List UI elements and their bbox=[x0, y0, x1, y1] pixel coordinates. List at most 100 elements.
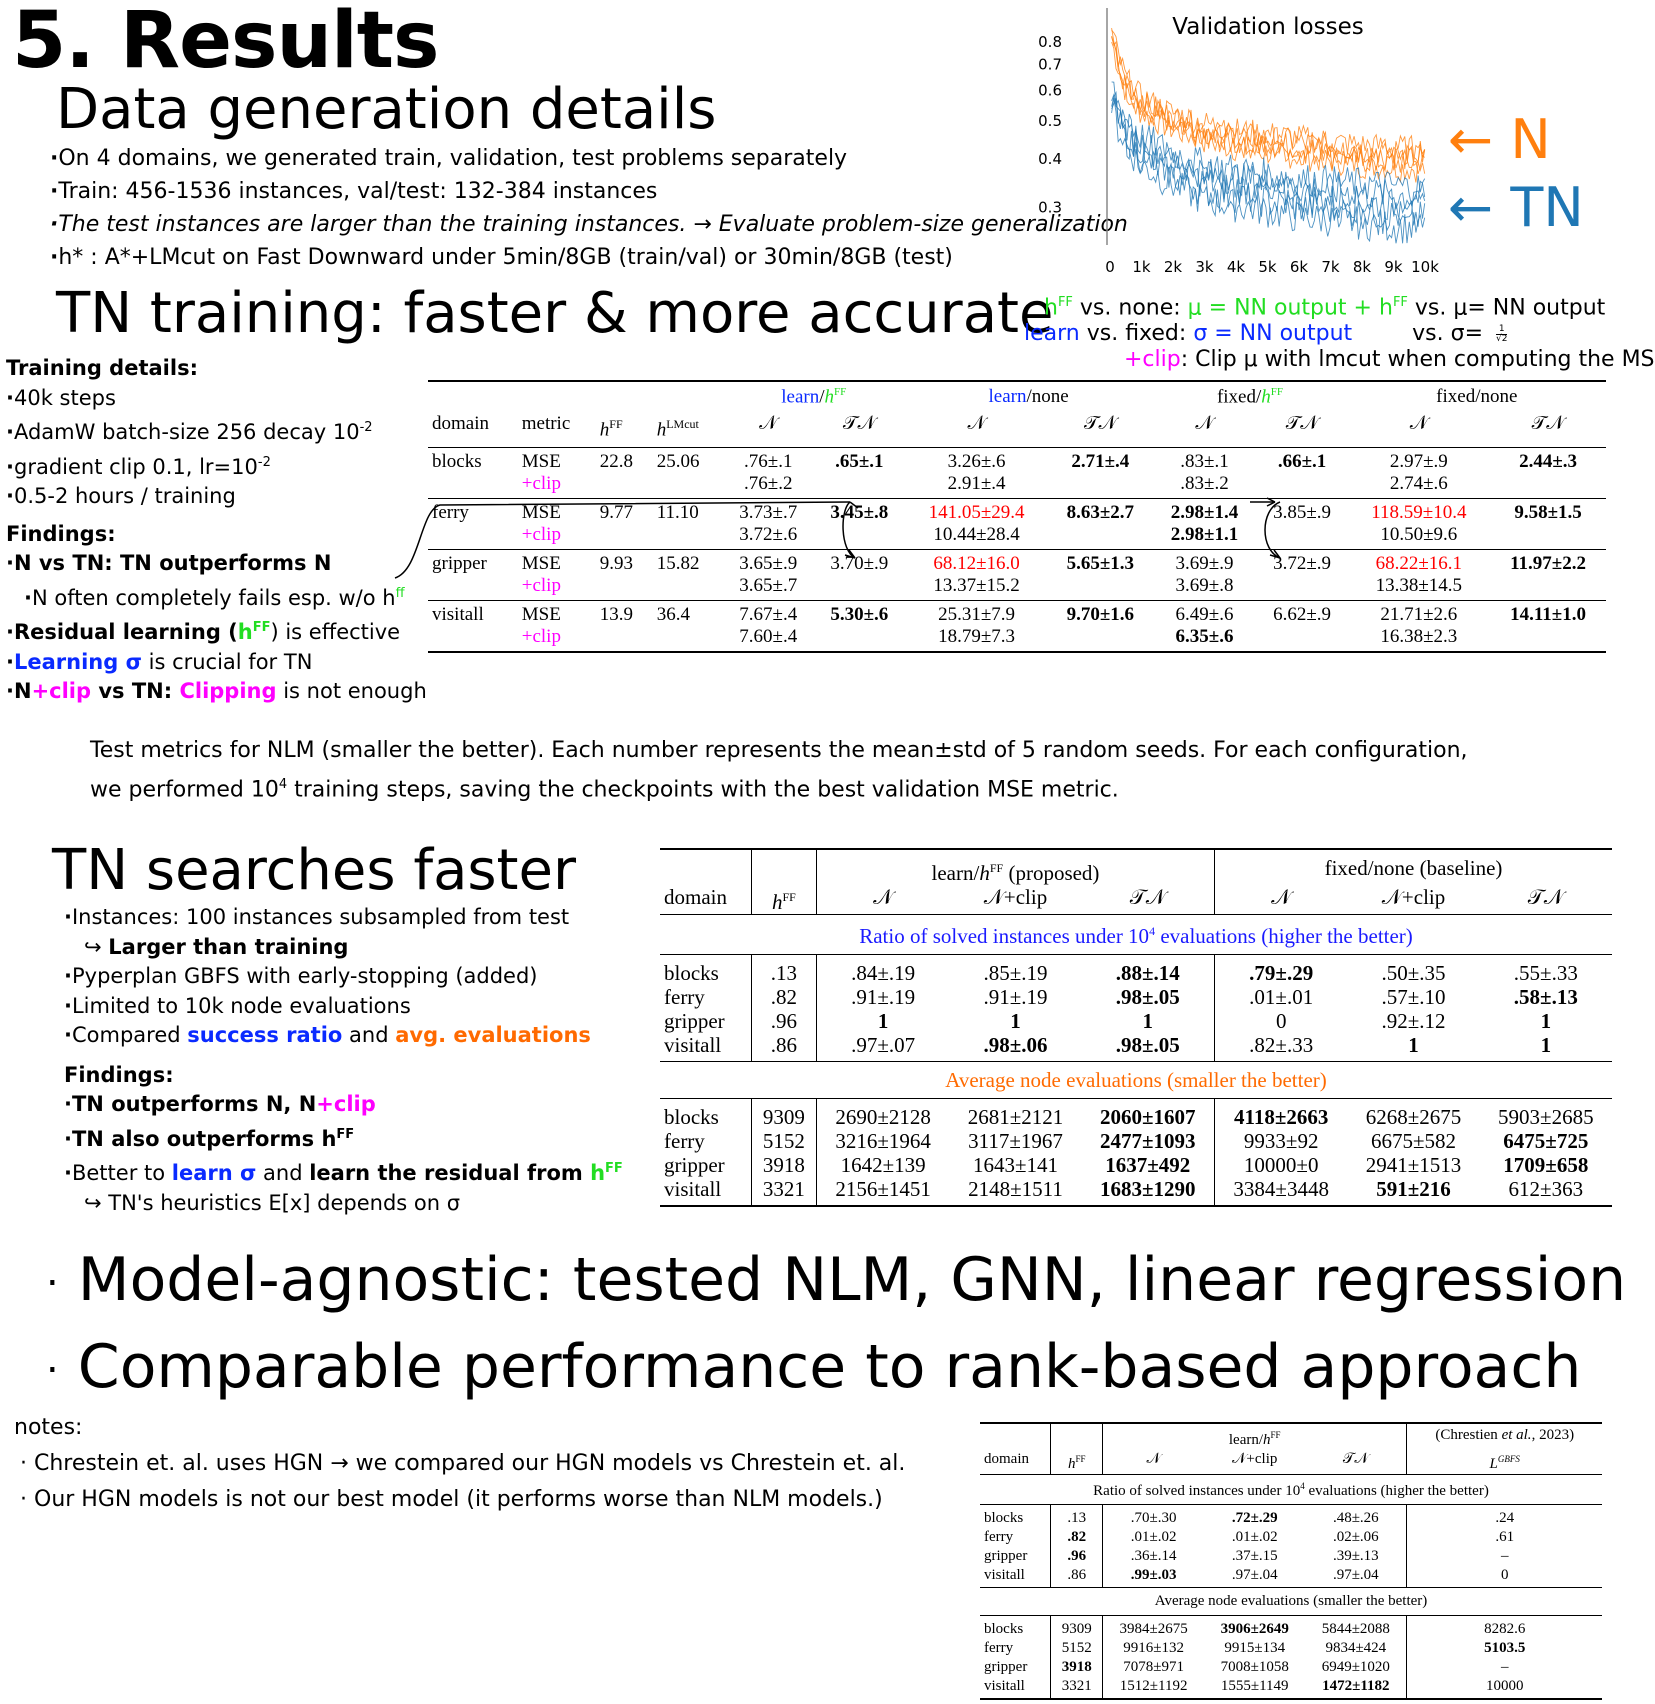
table-row: visitall .86 .99±.03 .97±.04 .97±.04 0 bbox=[980, 1566, 1602, 1588]
table-cell: ferry bbox=[660, 985, 752, 1009]
table-cell: 6.62±.9 bbox=[1273, 603, 1332, 625]
table-header-cols: domain metric hFF hLMcut 𝒩 𝒯𝒩 𝒩 𝒯𝒩 𝒩 𝒯𝒩 … bbox=[428, 408, 1606, 447]
table-cell: 3117±1967 bbox=[968, 1129, 1063, 1153]
note-text: μ = NN output + h bbox=[1187, 295, 1393, 321]
table-cell: visitall bbox=[432, 603, 484, 625]
table-cell: visitall bbox=[660, 1033, 752, 1062]
col-header: metric bbox=[521, 413, 571, 435]
table-cell: 9916±132 bbox=[1123, 1640, 1184, 1656]
list-item: gradient clip 0.1, lr=10-2 bbox=[6, 448, 427, 483]
note-text: vs. fixed: bbox=[1079, 321, 1194, 347]
training-details: Training details: 40k steps AdamW batch-… bbox=[6, 354, 427, 707]
table-row: ferry MSE +clip 9.77 11.10 3.73±.7 3.72±.6 3.45… bbox=[428, 498, 1606, 549]
list-subitem: ↪ Larger than training bbox=[84, 934, 349, 959]
table-cell: .82±.33 bbox=[1249, 1033, 1314, 1057]
note-text: : Clip μ with lmcut when computing the M… bbox=[1180, 347, 1655, 373]
table-row: visitall 3321 2156±1451 2148±1511 1683±1290 3… bbox=[660, 1177, 1612, 1206]
table-cell: 36.4 bbox=[656, 603, 690, 625]
table-cell: 5903±2685 bbox=[1498, 1105, 1594, 1129]
group-fixed-none: fixed/none bbox=[1436, 386, 1518, 407]
table-cell: .24 bbox=[1495, 1510, 1515, 1526]
table-cell: 3384±3448 bbox=[1233, 1177, 1329, 1201]
table-cell: 1 bbox=[1010, 1009, 1021, 1033]
table-cell: 1637±492 bbox=[1081, 1153, 1215, 1177]
table-cell: 9.58±1.5 bbox=[1514, 501, 1582, 523]
y-tick-label: 0.7 bbox=[1038, 55, 1062, 73]
table-cell: 0 bbox=[1500, 1567, 1509, 1583]
table-cell: 3216±1964 bbox=[835, 1129, 931, 1153]
col-header: 𝒩 bbox=[967, 413, 986, 435]
table-cell: 2.44±.3 bbox=[1519, 450, 1578, 472]
note-text: vs. μ= NN output bbox=[1407, 295, 1606, 321]
page-title: 5. Results bbox=[12, 0, 439, 86]
table-row: blocks .13 .70±.30 .72±.29 .48±.26 .24 bbox=[980, 1504, 1602, 1528]
section-header: Average node evaluations (smaller the be… bbox=[980, 1587, 1602, 1616]
table-cell: 8282.6 bbox=[1484, 1621, 1526, 1637]
table-cell: 4118±2663 bbox=[1234, 1105, 1329, 1129]
table-cell: 2681±2121 bbox=[967, 1105, 1064, 1129]
table-cell: .82 bbox=[751, 985, 817, 1009]
table-cell: 1512±1192 bbox=[1119, 1678, 1188, 1694]
list-item: · Chrestein et. al. uses HGN → we compar… bbox=[20, 1451, 906, 1476]
table-cell: .01±.02 bbox=[1130, 1529, 1177, 1545]
hff-sup: FF bbox=[1057, 295, 1073, 310]
table-cell: 7.67±.4 7.60±.4 bbox=[739, 603, 798, 647]
table-row: ferry .82 .91±.19 .91±.19 .98±.05 .01±.01 .57±… bbox=[660, 985, 1612, 1009]
notes-label: notes: bbox=[14, 1415, 83, 1440]
table-cell: ferry bbox=[980, 1528, 1052, 1547]
finding-subitem: ↪ TN's heuristics E[x] depends on σ bbox=[84, 1190, 461, 1215]
results-table-3: learn/hFF (Chrestien et al., 2023) domai… bbox=[980, 1422, 1602, 1700]
section-header: Ratio of solved instances under 104 eval… bbox=[980, 1474, 1602, 1505]
table-cell: 13.9 bbox=[599, 603, 634, 625]
table-cell: ferry bbox=[660, 1129, 752, 1153]
list-item: Limited to 10k node evaluations bbox=[64, 992, 623, 1022]
table-cell: 6268±2675 bbox=[1365, 1105, 1462, 1129]
table-cell: blocks bbox=[660, 954, 752, 985]
finding-item: N+clip vs TN: Clipping is not enough bbox=[6, 677, 427, 707]
list-item: The test instances are larger than the t… bbox=[50, 208, 1128, 241]
table-row: blocks 9309 2690±2128 2681±2121 2060±1607 411… bbox=[660, 1098, 1612, 1129]
y-tick-label: 0.4 bbox=[1038, 150, 1062, 168]
table-cell: 25.31±7.9 18.79±7.3 bbox=[938, 603, 1015, 647]
table-cell: 3.73±.7 3.72±.6 bbox=[739, 501, 798, 545]
table-cell: 6.49±.6 6.35±.6 bbox=[1175, 603, 1234, 647]
table-cell: .37±.15 bbox=[1231, 1548, 1278, 1564]
table-cell: – bbox=[1500, 1659, 1509, 1675]
fraction: 1 √2 bbox=[1496, 323, 1508, 344]
table-cell: 3.72±.9 bbox=[1273, 552, 1332, 574]
table-cell: 5.65±1.3 bbox=[1066, 552, 1135, 574]
table-cell: gripper bbox=[660, 1009, 752, 1033]
notes: notes: · Chrestein et. al. uses HGN → we… bbox=[14, 1410, 905, 1518]
table-cell: .97±.04 bbox=[1305, 1566, 1408, 1588]
table-cell: 11.10 bbox=[656, 501, 699, 523]
note-line-3: +clip: Clip μ with lmcut when computing … bbox=[1024, 347, 1655, 373]
validation-loss-chart: Validation losses 0.3 0.4 0.5 0.6 0.7 0.8 0 1k 2k… bbox=[1038, 8, 1439, 276]
table-cell: 9834±424 bbox=[1305, 1639, 1408, 1658]
table-cell: 10000 bbox=[1485, 1678, 1524, 1694]
table-cell: 2690±2128 bbox=[835, 1105, 931, 1129]
table-cell: 3.69±.9 3.69±.8 bbox=[1175, 552, 1234, 596]
note-text: learn bbox=[1024, 321, 1080, 347]
table-row: gripper 3918 7078±971 7008±1058 6949±1020 – bbox=[980, 1658, 1602, 1677]
note-text: +clip bbox=[1124, 347, 1181, 373]
table-cell: 2060±1607 bbox=[1081, 1098, 1215, 1129]
tn-training-heading: TN training: faster & more accurate bbox=[56, 281, 1054, 346]
table-cell: .01±.02 bbox=[1231, 1529, 1278, 1545]
table-cell: .58±.13 bbox=[1513, 985, 1578, 1009]
chart-title: Validation losses bbox=[1172, 14, 1363, 40]
table-cell: 6949±1020 bbox=[1305, 1658, 1408, 1677]
finding-item: N vs TN: TN outperforms N bbox=[6, 549, 427, 579]
tn-search-heading: TN searches faster bbox=[52, 838, 576, 903]
table-cell: 9309 bbox=[751, 1098, 817, 1129]
big-bullets: · Model-agnostic: tested NLM, GNN, linea… bbox=[46, 1238, 1626, 1413]
table-cell: 1642±139 bbox=[840, 1153, 926, 1177]
table-cell: .76±.1.76±.2 bbox=[744, 450, 793, 494]
finding-item: Better to learn σ and learn the residual… bbox=[64, 1154, 623, 1189]
note-line-2: learn vs. fixed: σ = NN output vs. σ= 1 √2 bbox=[1024, 321, 1655, 347]
table-row: blocks 9309 3984±2675 3906±2649 5844±2088 828… bbox=[980, 1615, 1602, 1639]
series-line-tn bbox=[1111, 81, 1426, 207]
table-cell: 612±363 bbox=[1508, 1177, 1584, 1201]
y-tick-label: 0.6 bbox=[1038, 81, 1062, 99]
series-line-n bbox=[1111, 35, 1426, 171]
col-header: hLMcut bbox=[656, 417, 699, 441]
